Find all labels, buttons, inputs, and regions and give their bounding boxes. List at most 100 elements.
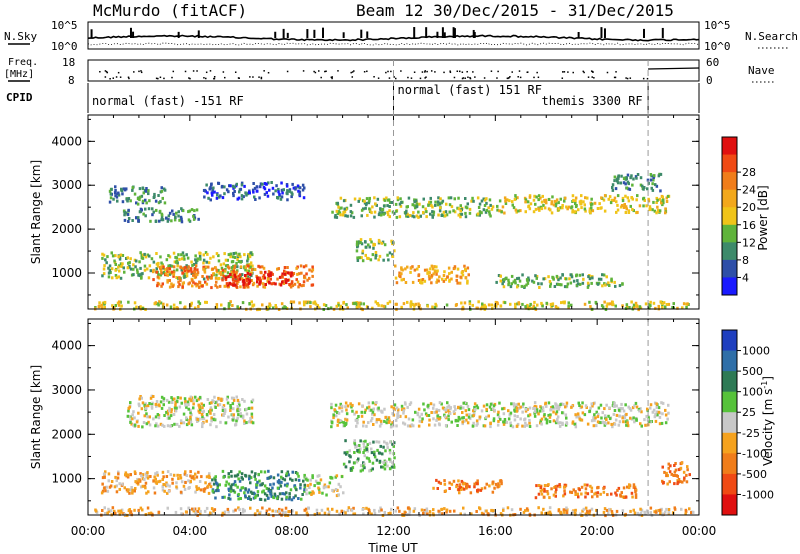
heatmap-cell [471,303,474,307]
colorbar-swatch [722,330,737,352]
heatmap-cell [373,196,376,200]
heatmap-cell [624,194,627,198]
heatmap-cell [492,419,496,423]
heatmap-cell [362,451,365,454]
heatmap-cell [193,477,196,481]
heatmap-cell [668,470,672,474]
heatmap-cell [237,497,240,501]
heatmap-cell [132,410,135,414]
heatmap-cell [205,419,208,423]
heatmap-cell [411,265,414,269]
freq-dot [393,76,395,78]
heatmap-cell [515,424,519,428]
heatmap-cell [444,489,447,493]
colorbar-swatch [722,453,737,475]
heatmap-cell [489,203,492,207]
heatmap-cell [239,414,243,418]
heatmap-cell [143,264,147,268]
heatmap-cell [280,302,284,306]
heatmap-cell [342,421,345,425]
heatmap-cell [308,268,311,272]
heatmap-cell [245,279,249,283]
heatmap-cell [255,189,259,193]
heatmap-cell [230,474,233,478]
heatmap-cell [635,198,638,202]
heatmap-cell [225,188,229,192]
heatmap-cell [297,285,300,289]
heatmap-cell [453,509,456,513]
heatmap-cell [323,511,327,515]
heatmap-cell [491,490,495,494]
heatmap-cell [168,267,172,271]
y-tick-label: 3000 [51,178,82,192]
heatmap-cell [558,424,562,428]
heatmap-cell [502,420,505,424]
heatmap-cell [182,484,186,488]
heatmap-cell [103,512,107,516]
heatmap-cell [278,511,282,515]
heatmap-cell [586,281,590,285]
heatmap-cell [195,485,198,489]
heatmap-cell [393,465,396,469]
heatmap-cell [667,302,671,306]
freq-dot [387,70,389,73]
heatmap-cell [498,209,501,213]
heatmap-cell [243,491,246,495]
heatmap-cell [175,211,178,215]
heatmap-cell [135,305,138,309]
heatmap-cell [524,210,527,214]
heatmap-cell [121,192,124,196]
heatmap-cell [432,508,435,512]
heatmap-cell [524,409,528,413]
heatmap-cell [460,479,464,483]
freq-dot [260,77,263,80]
heatmap-cell [281,191,284,195]
heatmap-cell [141,186,145,190]
heatmap-cell [161,196,164,200]
heatmap-cell [407,417,411,421]
heatmap-cell [258,265,262,269]
heatmap-cell [438,417,441,421]
heatmap-cell [516,285,519,289]
heatmap-cell [433,306,437,310]
heatmap-cell [233,264,237,268]
heatmap-cell [624,495,628,499]
heatmap-cell [170,270,174,274]
heatmap-cell [299,264,303,268]
freq-dot [646,77,649,80]
heatmap-cell [183,257,186,261]
heatmap-cell [309,301,312,305]
heatmap-cell [535,275,539,278]
heatmap-cell [155,270,158,274]
heatmap-cell [193,306,197,310]
y-tick-label: 4000 [51,339,82,353]
heatmap-cell [288,188,292,192]
heatmap-cell [603,414,607,418]
heatmap-cell [149,269,153,273]
heatmap-cell [175,259,179,263]
heatmap-cell [525,306,528,310]
heatmap-cell [370,447,373,451]
heatmap-cell [641,184,644,188]
heatmap-cell [391,253,394,257]
heatmap-cell [508,199,511,203]
freq-dot [526,71,529,74]
heatmap-cell [134,487,137,490]
heatmap-cell [507,409,510,413]
heatmap-cell [453,405,456,409]
heatmap-cell [514,281,517,285]
heatmap-cell [162,270,166,274]
freq-dot [224,76,226,79]
heatmap-cell [273,494,277,498]
heatmap-cell [362,302,365,306]
heatmap-cell [183,487,187,491]
heatmap-cell [597,277,601,281]
heatmap-cell [405,214,408,218]
heatmap-cell [110,480,114,483]
heatmap-cell [240,472,244,476]
heatmap-cell [485,403,489,407]
heatmap-cell [285,183,289,186]
heatmap-cell [599,403,603,407]
heatmap-cell [261,490,264,494]
heatmap-cell [437,480,441,484]
